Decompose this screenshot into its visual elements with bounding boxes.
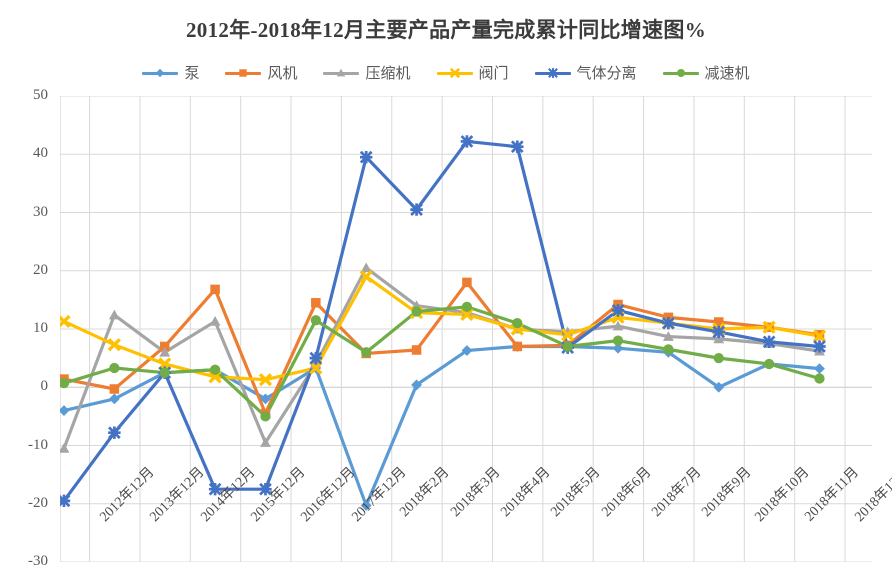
legend-item-泵[interactable]: 泵	[142, 62, 199, 83]
legend-label: 泵	[184, 66, 200, 82]
legend-label: 风机	[267, 66, 298, 82]
legend-item-阀门[interactable]: 阀门	[436, 62, 509, 83]
y-tick-label: 20	[33, 261, 48, 278]
diamond-marker-icon	[156, 68, 165, 77]
square-marker-icon	[239, 68, 248, 77]
legend-swatch-square-icon	[225, 66, 262, 80]
x-marker-icon	[449, 67, 460, 78]
legend-label: 阀门	[478, 66, 509, 82]
triangle-marker-icon	[337, 68, 346, 76]
legend-item-压缩机[interactable]: 压缩机	[323, 62, 411, 83]
y-tick-label: 50	[33, 87, 48, 103]
chart-title: 2012年-2018年12月主要产品产量完成累计同比增速图%	[186, 18, 706, 42]
y-tick-label: -30	[28, 553, 48, 569]
legend-item-风机[interactable]: 风机	[225, 62, 297, 83]
legend-label: 减速机	[704, 66, 750, 82]
legend-swatch-diamond-icon	[142, 66, 179, 80]
plot-svg	[60, 96, 872, 562]
y-tick-label: 0	[40, 378, 49, 395]
chart-legend: 泵 风机 压缩机 阀门 气体分离 减速机	[0, 62, 892, 83]
legend-label: 压缩机	[365, 66, 411, 82]
y-tick-label: 30	[33, 203, 48, 220]
legend-swatch-circle-icon	[662, 66, 699, 80]
y-tick-label: 10	[33, 320, 48, 336]
y-tick-label: -10	[28, 436, 48, 453]
y-tick-label: 40	[33, 145, 48, 162]
legend-item-气体分离[interactable]: 气体分离	[534, 62, 637, 83]
legend-swatch-x-icon	[436, 66, 473, 80]
asterisk-marker-icon	[547, 67, 558, 78]
legend-swatch-triangle-icon	[323, 66, 360, 80]
y-tick-label: -20	[28, 494, 48, 511]
legend-swatch-asterisk-icon	[534, 66, 571, 80]
legend-item-减速机[interactable]: 减速机	[662, 62, 750, 83]
plot-area	[60, 96, 872, 562]
legend-label: 气体分离	[576, 66, 637, 82]
circle-marker-icon	[676, 68, 685, 77]
